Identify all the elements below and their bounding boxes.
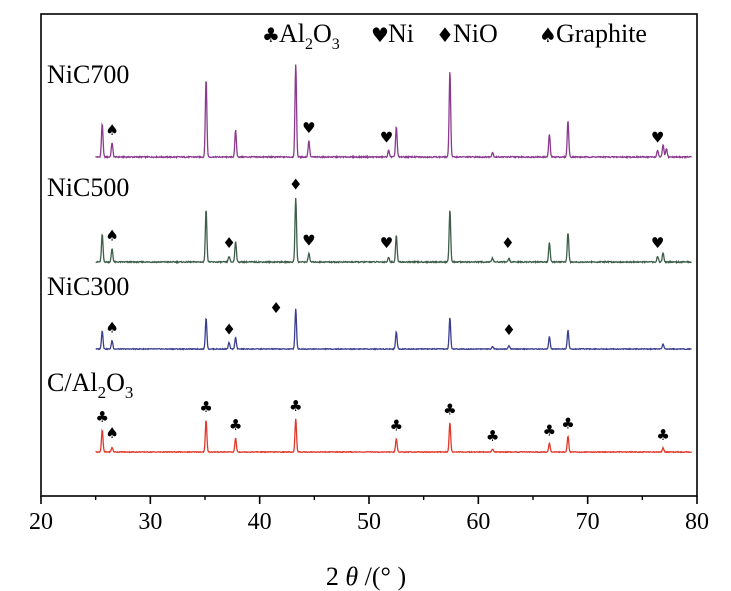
phase-marker-1-0: ♠ <box>105 227 118 245</box>
phase-marker-2-2: ♦ <box>269 299 282 317</box>
series-line-0 <box>95 64 692 160</box>
legend-label-0: Al2O3 <box>279 19 340 53</box>
series-line-2 <box>95 308 692 351</box>
phase-marker-3-2: ♣ <box>199 398 212 416</box>
phase-marker-3-3: ♣ <box>229 416 242 434</box>
series-label-2: NiC300 <box>47 272 129 301</box>
phase-marker-3-5: ♣ <box>390 417 403 435</box>
phase-marker-3-7: ♣ <box>486 427 499 445</box>
phase-marker-1-5: ♦ <box>501 234 514 252</box>
x-axis: 20 30 40 50 60 70 80 <box>29 496 709 535</box>
x-tick-label: 30 <box>138 509 162 535</box>
series-line-1 <box>95 197 692 265</box>
x-axis-title: 2 θ /(° ) <box>326 562 406 591</box>
phase-marker-1-2: ♦ <box>289 175 302 193</box>
phase-marker-3-8: ♣ <box>543 421 556 439</box>
plot-frame <box>40 13 698 497</box>
series-line-3 <box>95 418 693 454</box>
phase-marker-0-0: ♠ <box>105 121 118 139</box>
phase-marker-3-4: ♣ <box>289 397 302 415</box>
phase-marker-3-1: ♠ <box>105 424 118 442</box>
phase-marker-1-6: ♥ <box>651 234 664 252</box>
phase-marker-3-9: ♣ <box>561 414 574 432</box>
legend-spade-icon: ♠ <box>539 23 557 47</box>
phase-marker-1-4: ♥ <box>380 234 393 252</box>
phase-marker-3-0: ♣ <box>96 408 109 426</box>
series-label-1: NiC500 <box>47 173 129 202</box>
phase-marker-1-1: ♦ <box>222 234 235 252</box>
legend-label-1: Ni <box>388 19 414 48</box>
phase-marker-3-6: ♣ <box>443 400 456 418</box>
x-tick-label: 60 <box>466 509 490 535</box>
phase-marker-1-3: ♥ <box>302 231 315 249</box>
phase-marker-2-3: ♦ <box>502 321 515 339</box>
series-label-3: C/Al2O3 <box>47 368 133 402</box>
plot-border <box>40 13 698 497</box>
series-label-0: NiC700 <box>47 60 129 89</box>
phase-marker-group: ♠ ♥♥ ♥♠ ♦♦♥ ♥ ♦ ♥♠ ♦♦♦♣♠♣♣♣♣♣♣ ♣ ♣♣ <box>96 119 670 445</box>
phase-marker-0-3: ♥ <box>651 128 664 146</box>
x-tick-label: 80 <box>685 509 709 535</box>
x-tick-label: 40 <box>248 509 272 535</box>
sample-label-group: NiC700 NiC500 NiC300 C/Al2O3 <box>47 60 133 402</box>
phase-marker-0-1: ♥ <box>302 119 315 137</box>
legend: ♣ Al2O3 ♥ Ni ♦ NiO ♠ Graphite <box>262 19 647 53</box>
phase-marker-0-2: ♥ <box>380 128 393 146</box>
x-tick-label: 20 <box>29 509 53 535</box>
trace-group <box>95 64 693 454</box>
legend-heart-icon: ♥ <box>371 23 389 47</box>
x-tick-label: 50 <box>357 509 381 535</box>
phase-marker-2-1: ♦ <box>222 321 235 339</box>
legend-diamond-icon: ♦ <box>436 23 454 47</box>
legend-label-3: Graphite <box>556 19 647 48</box>
phase-marker-3-10: ♣ <box>656 426 669 444</box>
phase-marker-2-0: ♠ <box>105 319 118 337</box>
x-tick-label: 70 <box>576 509 600 535</box>
legend-label-2: NiO <box>453 19 498 48</box>
legend-club-icon: ♣ <box>262 23 280 47</box>
